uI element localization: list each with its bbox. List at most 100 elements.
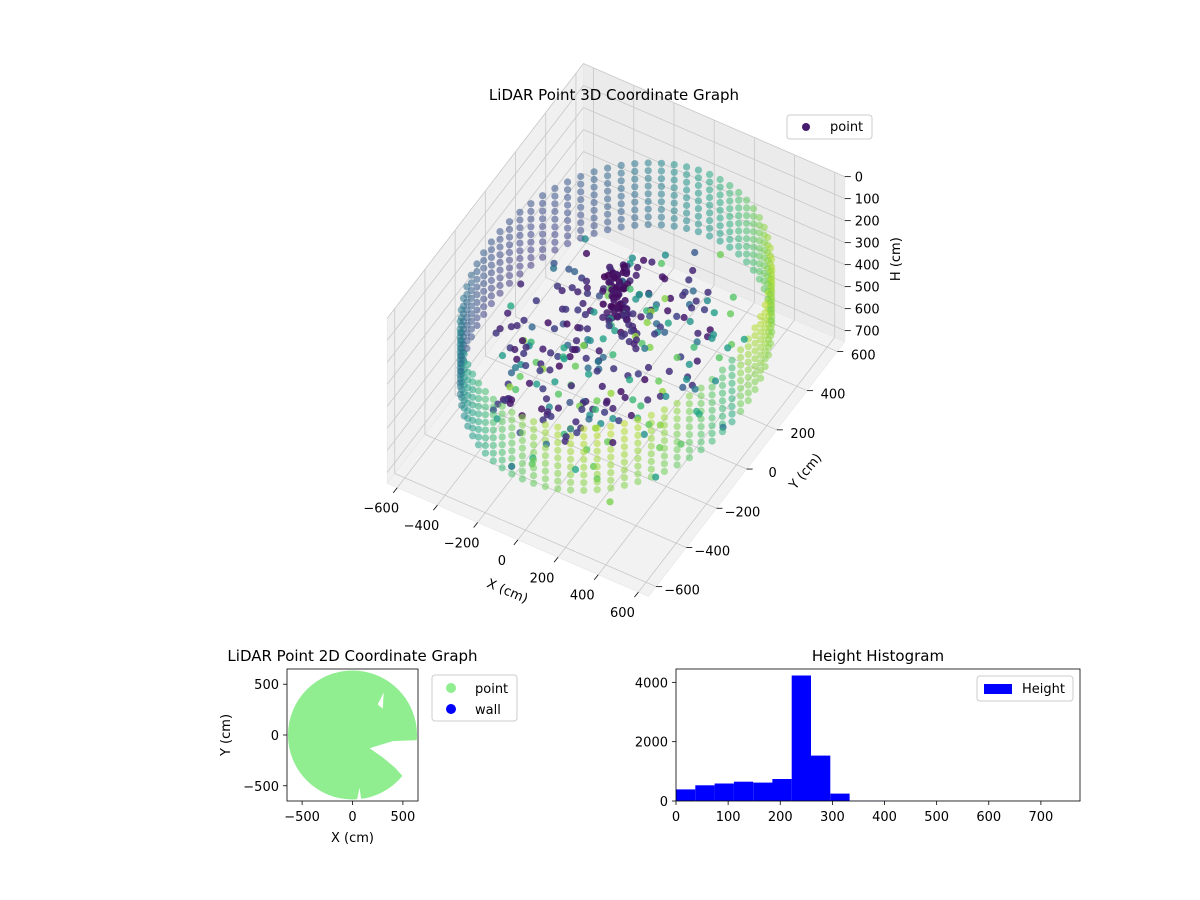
data-point — [473, 298, 481, 306]
data-point — [566, 425, 575, 433]
chart-histogram: 0 100 200 300 400 500 600 700 0 2000 4000 Height Hi… — [635, 647, 1082, 825]
data-point — [749, 235, 758, 243]
data-point — [506, 399, 514, 407]
data-point — [634, 370, 642, 378]
data-point — [539, 230, 547, 238]
data-point — [516, 247, 524, 255]
data-point — [708, 422, 716, 430]
data-point — [740, 335, 748, 343]
histogram-bar — [695, 785, 715, 801]
data-point — [661, 328, 669, 336]
data-point — [518, 452, 527, 460]
data-point — [516, 262, 524, 270]
data-point — [567, 448, 575, 456]
data-point — [590, 175, 598, 184]
data-point — [670, 168, 678, 176]
data-point — [685, 392, 694, 400]
data-point — [590, 199, 598, 207]
data-point — [522, 343, 530, 351]
data-point — [728, 402, 736, 410]
data-point — [718, 381, 727, 390]
data-point — [496, 258, 504, 266]
data-point — [469, 432, 477, 440]
data-point — [607, 484, 615, 492]
data-point — [620, 443, 629, 451]
data-point — [577, 203, 585, 211]
data-point — [743, 242, 751, 250]
data-point — [703, 297, 712, 305]
data-point — [496, 281, 504, 290]
data-point — [551, 200, 559, 208]
data-point — [617, 388, 625, 396]
data-point — [647, 465, 655, 473]
data-point — [620, 458, 629, 466]
data-point — [644, 190, 652, 198]
data-point — [683, 171, 691, 179]
x-tick-label: 700 — [1028, 810, 1053, 825]
data-point — [539, 199, 547, 207]
data-point — [480, 310, 488, 318]
x-tick-label: −600 — [363, 502, 399, 517]
data-point — [708, 429, 716, 437]
data-point — [670, 214, 678, 223]
x-tick-label: 200 — [768, 810, 793, 825]
data-point — [685, 360, 693, 368]
data-point — [554, 352, 562, 361]
data-point — [660, 467, 669, 475]
data-point — [604, 218, 612, 226]
data-point — [637, 402, 645, 410]
data-point — [498, 352, 507, 360]
data-point — [607, 445, 615, 454]
data-point — [628, 254, 637, 262]
data-point — [564, 216, 572, 225]
data-point — [694, 174, 703, 182]
chart-title: LiDAR Point 2D Coordinate Graph — [227, 647, 477, 665]
data-point — [593, 439, 601, 448]
data-point — [660, 429, 669, 437]
data-point — [626, 285, 634, 293]
data-point — [563, 320, 571, 328]
data-point — [576, 324, 584, 332]
data-point — [481, 426, 489, 434]
data-point — [578, 405, 586, 413]
data-point — [577, 180, 585, 188]
data-point — [469, 393, 477, 401]
data-point — [744, 381, 752, 389]
grid-line — [583, 195, 845, 310]
data-point — [617, 208, 625, 216]
data-point — [512, 386, 520, 394]
data-point — [647, 442, 655, 450]
data-point — [673, 461, 681, 469]
data-point — [489, 441, 497, 450]
tick-mark — [513, 539, 519, 546]
data-point — [697, 392, 705, 400]
data-point — [656, 392, 665, 400]
data-point — [660, 406, 669, 414]
data-point — [657, 205, 666, 214]
data-point — [536, 367, 544, 375]
data-point — [562, 305, 570, 313]
data-point — [554, 477, 562, 485]
data-point — [743, 258, 751, 266]
data-point — [508, 408, 516, 416]
data-point — [718, 389, 727, 397]
data-point — [657, 175, 666, 183]
data-point — [580, 432, 588, 441]
data-point — [522, 362, 530, 370]
data-point — [473, 314, 481, 322]
data-point — [634, 462, 642, 470]
data-point — [480, 249, 488, 257]
data-point — [726, 235, 734, 244]
data-point — [516, 231, 524, 239]
legend-label: Height — [1022, 682, 1065, 697]
data-point — [583, 325, 592, 333]
data-point — [504, 309, 512, 317]
data-point — [551, 184, 559, 192]
data-point — [541, 482, 550, 491]
legend-marker-wall — [446, 704, 456, 714]
data-point — [508, 470, 516, 478]
data-point — [693, 357, 701, 365]
data-point — [697, 446, 705, 454]
data-point — [547, 412, 555, 420]
